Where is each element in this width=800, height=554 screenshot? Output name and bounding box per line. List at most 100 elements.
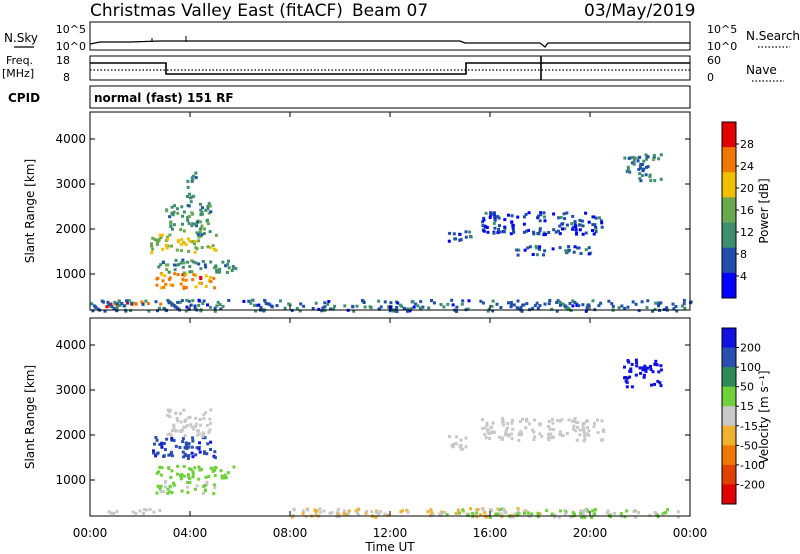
power-cell	[199, 281, 203, 285]
power-cell	[448, 231, 452, 235]
velocity-cell	[183, 445, 187, 449]
velocity-cell	[197, 465, 201, 469]
velocity-cell	[209, 421, 212, 425]
velocity-cell	[676, 515, 680, 519]
power-panel: Slant Range [km] 4000 3000 2000 1000 28 24 20…	[23, 111, 771, 313]
power-cell	[215, 270, 219, 274]
power-cell	[159, 236, 163, 240]
velocity-cell	[187, 454, 191, 458]
velocity-cell	[483, 510, 487, 514]
velocity-cell	[160, 442, 164, 446]
velocity-cell	[182, 425, 186, 429]
velocity-region-3	[152, 436, 217, 460]
velocity-cell	[186, 485, 190, 489]
power-cell	[160, 233, 164, 237]
freq-label-2: [MHz]	[2, 67, 34, 80]
velocity-cell	[209, 466, 213, 470]
velocity-cell	[213, 466, 217, 469]
power-cell	[469, 235, 473, 239]
power-cell	[593, 223, 597, 227]
velocity-cell	[489, 509, 493, 513]
power-cell	[512, 230, 516, 234]
velocity-cell	[625, 509, 629, 513]
velocity-cell	[138, 509, 142, 513]
power-cell	[191, 240, 194, 244]
freq-panel: Freq. [MHz] 18 8 60 0 Nave	[2, 54, 784, 84]
velocity-cell	[624, 379, 628, 383]
velocity-cell	[571, 511, 575, 515]
power-cell	[197, 262, 201, 266]
velocity-cell	[605, 511, 609, 515]
power-cell	[488, 216, 492, 219]
power-cell	[587, 220, 591, 224]
velocity-cell	[489, 426, 493, 430]
velocity-cell	[213, 456, 217, 460]
velocity-colorbar-swatch	[722, 386, 736, 407]
power-cell	[452, 232, 456, 236]
power-cell	[253, 303, 256, 307]
power-cell	[189, 200, 193, 204]
velocity-cell	[613, 511, 617, 515]
power-colorbar-swatch	[722, 122, 736, 148]
power-cell	[503, 218, 507, 222]
power-cell	[105, 305, 109, 309]
power-cell	[182, 271, 186, 275]
power-cell	[191, 278, 195, 282]
power-cell	[543, 249, 547, 253]
velocity-cell	[634, 373, 638, 377]
power-cell	[550, 307, 554, 311]
velocity-cell	[207, 431, 211, 434]
nsky-trace	[89, 40, 690, 48]
power-cell	[163, 274, 167, 278]
power-cell	[169, 225, 173, 228]
velocity-cell	[166, 408, 170, 412]
power-colorbar-swatch	[722, 197, 736, 224]
velocity-cell	[630, 362, 634, 366]
power-cell	[191, 222, 195, 226]
power-cell	[363, 305, 367, 309]
velocity-cell	[564, 510, 568, 514]
power-cell	[383, 300, 387, 304]
power-cell	[680, 304, 684, 308]
power-cell	[192, 260, 195, 264]
velocity-cell	[581, 424, 585, 428]
velocity-cell	[547, 420, 551, 424]
power-cell	[572, 250, 576, 254]
power-cell	[186, 260, 190, 264]
power-cell	[214, 265, 218, 269]
velocity-cell	[649, 368, 653, 371]
power-cell	[554, 230, 558, 234]
power-cell	[167, 270, 171, 274]
velocity-cell	[112, 511, 116, 515]
power-cell	[127, 299, 131, 303]
nave-tick-top: 60	[707, 54, 721, 67]
power-cell	[141, 302, 145, 306]
power-colorbar-swatch	[722, 222, 736, 249]
power-cell	[184, 309, 188, 313]
velocity-cell	[163, 448, 167, 451]
velocity-cell	[170, 469, 174, 473]
velocity-cell	[651, 370, 655, 374]
velocity-cell	[163, 485, 167, 489]
power-colorbar-label: 12	[740, 226, 754, 239]
velocity-cell	[354, 509, 358, 513]
power-cell	[453, 237, 457, 241]
velocity-cell	[558, 419, 562, 423]
power-cell	[547, 231, 551, 234]
power-cell	[510, 214, 514, 218]
power-cell	[543, 215, 546, 219]
velocity-cell	[499, 508, 503, 511]
velocity-cell	[454, 512, 458, 515]
velocity-cell	[583, 437, 587, 441]
power-cell	[146, 302, 150, 305]
velocity-cell	[160, 445, 164, 449]
power-cell	[212, 247, 216, 251]
power-cell	[636, 159, 640, 163]
velocity-cell	[599, 438, 603, 442]
velocity-cell	[205, 483, 209, 487]
power-cell	[527, 228, 530, 232]
velocity-colorbar-label: -15	[740, 420, 758, 433]
power-cell	[580, 219, 584, 223]
power-cell	[507, 213, 510, 217]
velocity-cell	[364, 511, 368, 515]
